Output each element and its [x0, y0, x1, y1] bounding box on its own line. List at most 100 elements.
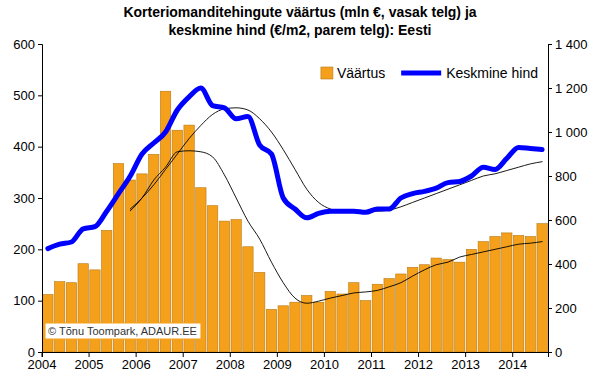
bar-series — [43, 91, 548, 352]
bar — [207, 206, 217, 352]
x-tick: 2005 — [75, 352, 104, 372]
y-tick-mark — [38, 198, 42, 199]
bar — [266, 309, 276, 352]
bar — [231, 220, 241, 352]
y-tick-mark — [38, 147, 42, 148]
title-line: Korteriomanditehingute väärtus (mln €, v… — [123, 4, 476, 20]
bar — [407, 267, 417, 352]
x-tick: 2006 — [122, 352, 151, 372]
y-tick-label: 500 — [13, 88, 35, 103]
y2-tick-label: 0 — [555, 345, 562, 360]
x-tick-label: 2007 — [169, 357, 198, 372]
bar — [384, 279, 394, 352]
bar — [419, 265, 429, 352]
y-tick-mark — [38, 44, 42, 45]
y2-tick-label: 1 400 — [555, 37, 588, 52]
x-tick: 2014 — [498, 352, 527, 372]
bar — [490, 237, 500, 353]
bar — [290, 302, 300, 352]
y-tick-mark — [38, 95, 42, 96]
bar — [513, 235, 523, 352]
legend-swatch — [401, 71, 441, 76]
y2-tick-label: 600 — [555, 213, 577, 228]
bar — [337, 294, 347, 352]
y2-tick-mark — [548, 132, 552, 133]
y2-tick-label: 200 — [555, 301, 577, 316]
legend-swatch — [321, 67, 333, 79]
bar — [525, 237, 535, 353]
y2-tick: 1 400 — [548, 37, 588, 52]
x-tick-label: 2012 — [404, 357, 433, 372]
y2-tick: 600 — [548, 213, 577, 228]
y-tick-label: 200 — [13, 242, 35, 257]
y2-tick-label: 800 — [555, 169, 577, 184]
bar — [54, 282, 64, 352]
y-tick-mark — [38, 352, 42, 353]
x-tick-label: 2008 — [216, 357, 245, 372]
x-tick: 2004 — [28, 352, 57, 372]
x-tick-label: 2006 — [122, 357, 151, 372]
annotation-text: © Tõnu Toompark, ADAUR.EE — [48, 325, 197, 337]
y-tick-mark — [38, 249, 42, 250]
bar — [278, 306, 288, 352]
x-tick: 2009 — [263, 352, 292, 372]
bar — [396, 274, 406, 352]
y-tick-mark — [38, 301, 42, 302]
y-tick: 100 — [13, 293, 42, 308]
x-tick-label: 2014 — [498, 357, 527, 372]
x-tick-label: 2009 — [263, 357, 292, 372]
plot-area — [43, 88, 548, 352]
y2-axis-line — [549, 45, 553, 353]
bar — [66, 283, 76, 352]
trend-line — [130, 108, 542, 212]
y-axis: 0100200300400500600 — [13, 37, 42, 360]
bar — [466, 249, 476, 352]
y-tick: 500 — [13, 88, 42, 103]
y-tick-label: 100 — [13, 293, 35, 308]
legend: Väärtus Keskmine hind — [321, 65, 538, 81]
bar — [372, 284, 382, 352]
y-tick-label: 300 — [13, 191, 35, 206]
bar — [431, 258, 441, 352]
y2-tick: 800 — [548, 169, 577, 184]
bar — [325, 291, 335, 352]
bar — [243, 247, 253, 352]
y-tick: 200 — [13, 242, 42, 257]
y-tick: 300 — [13, 191, 42, 206]
y2-tick-label: 400 — [555, 257, 577, 272]
title: Korteriomanditehingute väärtus (mln €, v… — [123, 4, 476, 38]
y2-tick: 200 — [548, 301, 577, 316]
y2-tick-label: 1 000 — [555, 125, 588, 140]
chart: Korteriomanditehingute väärtus (mln €, v… — [0, 0, 600, 391]
y-tick-label: 600 — [13, 37, 35, 52]
bar — [478, 242, 488, 352]
y2-axis: 0 200 400 600 800 1 000 1 200 1 400 — [548, 37, 588, 360]
bar — [172, 130, 182, 352]
bar — [455, 262, 465, 352]
bar — [149, 154, 159, 352]
bar — [90, 270, 100, 352]
legend-item: Väärtus — [321, 65, 385, 81]
annotation: © Tõnu Toompark, ADAUR.EE — [45, 323, 201, 339]
price-line — [48, 88, 542, 249]
bar — [502, 233, 512, 352]
y-tick: 400 — [13, 139, 42, 154]
bar — [537, 224, 547, 352]
x-tick-label: 2004 — [28, 357, 57, 372]
y2-tick: 0 — [548, 345, 562, 360]
x-tick-label: 2013 — [451, 357, 480, 372]
y2-tick: 1 200 — [548, 81, 588, 96]
y-axis-line — [38, 45, 43, 353]
x-tick: 2008 — [216, 352, 245, 372]
x-tick: 2013 — [451, 352, 480, 372]
bar — [443, 260, 453, 352]
bar — [255, 272, 265, 352]
bar — [184, 125, 194, 352]
x-tick-label: 2005 — [75, 357, 104, 372]
legend-item: Keskmine hind — [401, 65, 538, 81]
bar — [313, 302, 323, 352]
x-axis: 2004200520062007200820092010201120122013… — [28, 352, 549, 372]
y-tick: 600 — [13, 37, 42, 52]
bar — [219, 221, 229, 352]
legend-label: Keskmine hind — [446, 65, 538, 81]
